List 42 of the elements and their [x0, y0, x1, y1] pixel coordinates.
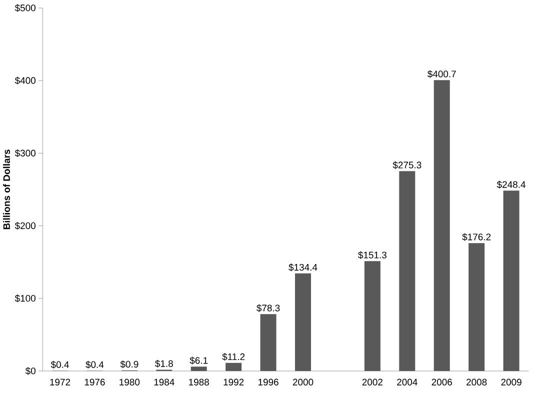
y-tick-label: $100 — [14, 294, 36, 302]
data-label: $1.8 — [155, 360, 173, 368]
y-axis-title: Billions of Dollars — [3, 150, 10, 230]
y-tick-label: $500 — [14, 4, 36, 12]
bar — [190, 366, 207, 371]
x-tick-label: 1972 — [50, 378, 70, 386]
data-label: $134.4 — [288, 264, 318, 272]
data-label: $0.4 — [50, 360, 69, 369]
y-tick-label: $200 — [14, 222, 36, 230]
data-label: $151.3 — [358, 251, 386, 259]
x-tick-label: 1992 — [224, 378, 244, 386]
bar — [434, 80, 450, 371]
bar — [503, 190, 520, 371]
data-label: $248.4 — [496, 180, 526, 188]
bar — [399, 171, 416, 371]
x-tick-label: 2008 — [466, 378, 487, 386]
data-label: $400.7 — [428, 70, 456, 78]
data-label: $11.2 — [222, 353, 245, 361]
bar — [226, 362, 242, 371]
x-tick-label: 1988 — [189, 378, 209, 386]
bar — [295, 273, 312, 371]
data-label: $78.3 — [256, 304, 280, 312]
x-tick-label: 1984 — [154, 378, 174, 386]
data-label: $0.4 — [86, 360, 104, 369]
x-tick-label: 1976 — [84, 378, 105, 386]
x-tick-label: 1996 — [258, 378, 278, 386]
bar — [260, 314, 276, 371]
data-label: $275.3 — [392, 161, 422, 169]
x-tick-label: 2006 — [432, 378, 452, 386]
x-tick-label: 1980 — [120, 378, 140, 386]
y-tick-label: $0 — [25, 367, 36, 375]
data-label: $176.2 — [462, 233, 491, 241]
x-tick-label: 2002 — [362, 378, 382, 386]
data-label: $6.1 — [190, 356, 208, 364]
x-tick-label: 2004 — [397, 378, 418, 386]
y-tick-label: $400 — [14, 76, 36, 84]
x-tick-label: 2009 — [501, 378, 522, 386]
x-tick-label: 2000 — [292, 378, 314, 386]
bar — [468, 243, 485, 371]
data-label: $0.9 — [120, 360, 138, 368]
bar — [364, 261, 380, 371]
y-tick-label: $300 — [14, 149, 36, 158]
